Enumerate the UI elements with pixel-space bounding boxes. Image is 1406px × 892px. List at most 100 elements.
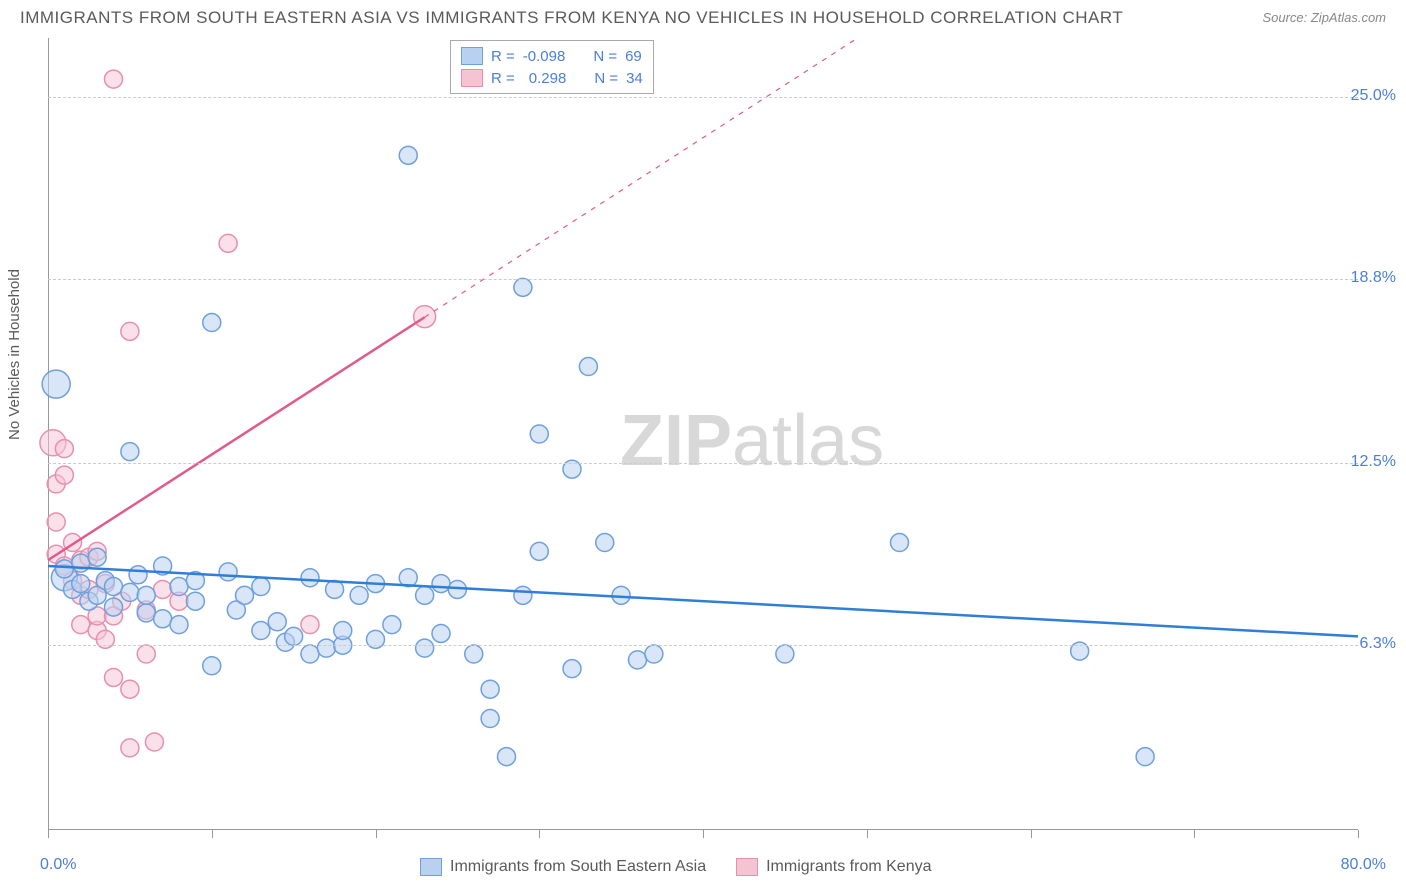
stats-legend: R = -0.098 N = 69 R = 0.298 N = 34 [450,40,654,94]
data-point [891,534,909,552]
data-point [399,146,417,164]
regression-line [48,317,425,560]
data-point [514,278,532,296]
data-point [121,443,139,461]
data-point [186,592,204,610]
data-point [129,566,147,584]
n-label: N = [594,70,618,87]
x-tick [376,830,377,838]
x-axis-max-label: 80.0% [1341,856,1386,874]
data-point [481,710,499,728]
swatch-series-1 [736,858,758,876]
data-point [219,563,237,581]
data-point [219,234,237,252]
data-point [137,645,155,663]
swatch-series-0 [420,858,442,876]
data-point [317,639,335,657]
gridline [48,97,1358,98]
n-value-1: 34 [626,70,643,87]
data-point [105,578,123,596]
data-point [145,733,163,751]
data-point [301,569,319,587]
chart-title: IMMIGRANTS FROM SOUTH EASTERN ASIA VS IM… [20,8,1123,28]
data-point [154,580,172,598]
series-name-0: Immigrants from South Eastern Asia [450,858,706,876]
x-tick [212,830,213,838]
x-tick [48,830,49,838]
r-label: R = [491,70,515,87]
data-point [1136,748,1154,766]
y-tick-label: 25.0% [1351,87,1396,105]
x-tick [1194,830,1195,838]
data-point [326,580,344,598]
data-point [432,575,450,593]
data-point [72,554,90,572]
gridline [48,279,1358,280]
r-value-0: -0.098 [523,48,566,65]
data-point [203,657,221,675]
r-label: R = [491,48,515,65]
data-point [301,616,319,634]
y-tick-label: 12.5% [1351,453,1396,471]
stats-row-series-0: R = -0.098 N = 69 [461,45,643,67]
x-tick [1031,830,1032,838]
data-point [170,616,188,634]
swatch-series-1 [461,69,483,87]
data-point [350,586,368,604]
data-point [416,639,434,657]
data-point [481,680,499,698]
data-point [301,645,319,663]
series-name-1: Immigrants from Kenya [766,858,931,876]
x-tick [1358,830,1359,838]
data-point [121,583,139,601]
n-label: N = [593,48,617,65]
swatch-series-0 [461,47,483,65]
data-point [465,645,483,663]
data-point [498,748,516,766]
data-point [383,616,401,634]
data-point [285,627,303,645]
data-point [55,466,73,484]
data-point [645,645,663,663]
data-point [579,358,597,376]
series-legend: Immigrants from South Eastern Asia Immig… [420,858,932,876]
data-point [55,440,73,458]
x-tick [539,830,540,838]
data-point [268,613,286,631]
data-point [72,575,90,593]
data-point [334,622,352,640]
data-point [154,610,172,628]
x-tick [703,830,704,838]
data-point [137,586,155,604]
source-label: Source: ZipAtlas.com [1262,10,1386,25]
gridline [48,463,1358,464]
gridline [48,645,1358,646]
data-point [121,680,139,698]
y-tick-label: 6.3% [1360,635,1396,653]
data-point [137,604,155,622]
data-point [47,513,65,531]
chart-svg [48,38,1358,830]
data-point [596,534,614,552]
data-point [105,668,123,686]
stats-row-series-1: R = 0.298 N = 34 [461,67,643,89]
data-point [416,586,434,604]
x-tick [867,830,868,838]
data-point [432,624,450,642]
data-point [252,578,270,596]
data-point [776,645,794,663]
y-tick-label: 18.8% [1351,269,1396,287]
data-point [563,660,581,678]
data-point [121,322,139,340]
legend-item-0: Immigrants from South Eastern Asia [420,858,706,876]
y-axis-label: No Vehicles in Household [6,269,23,440]
n-value-0: 69 [625,48,642,65]
data-point [629,651,647,669]
data-point [121,739,139,757]
data-point [530,542,548,560]
r-value-1: 0.298 [529,70,567,87]
data-point [105,70,123,88]
data-point [170,578,188,596]
data-point [203,314,221,332]
data-point [88,548,106,566]
